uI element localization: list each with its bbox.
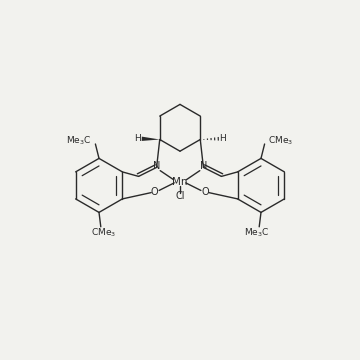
Text: Cl: Cl: [175, 191, 185, 201]
Text: Me$_3$C: Me$_3$C: [67, 134, 92, 147]
Text: O: O: [201, 186, 209, 197]
Text: Mn: Mn: [172, 177, 188, 187]
Text: Me$_3$C: Me$_3$C: [244, 226, 269, 239]
Text: O: O: [151, 186, 159, 197]
Text: H: H: [220, 134, 226, 143]
Text: CMe$_3$: CMe$_3$: [268, 134, 293, 147]
Polygon shape: [141, 137, 160, 141]
Text: N: N: [200, 161, 207, 171]
Text: CMe$_3$: CMe$_3$: [91, 226, 116, 239]
Text: H: H: [134, 134, 140, 143]
Text: N: N: [153, 161, 160, 171]
